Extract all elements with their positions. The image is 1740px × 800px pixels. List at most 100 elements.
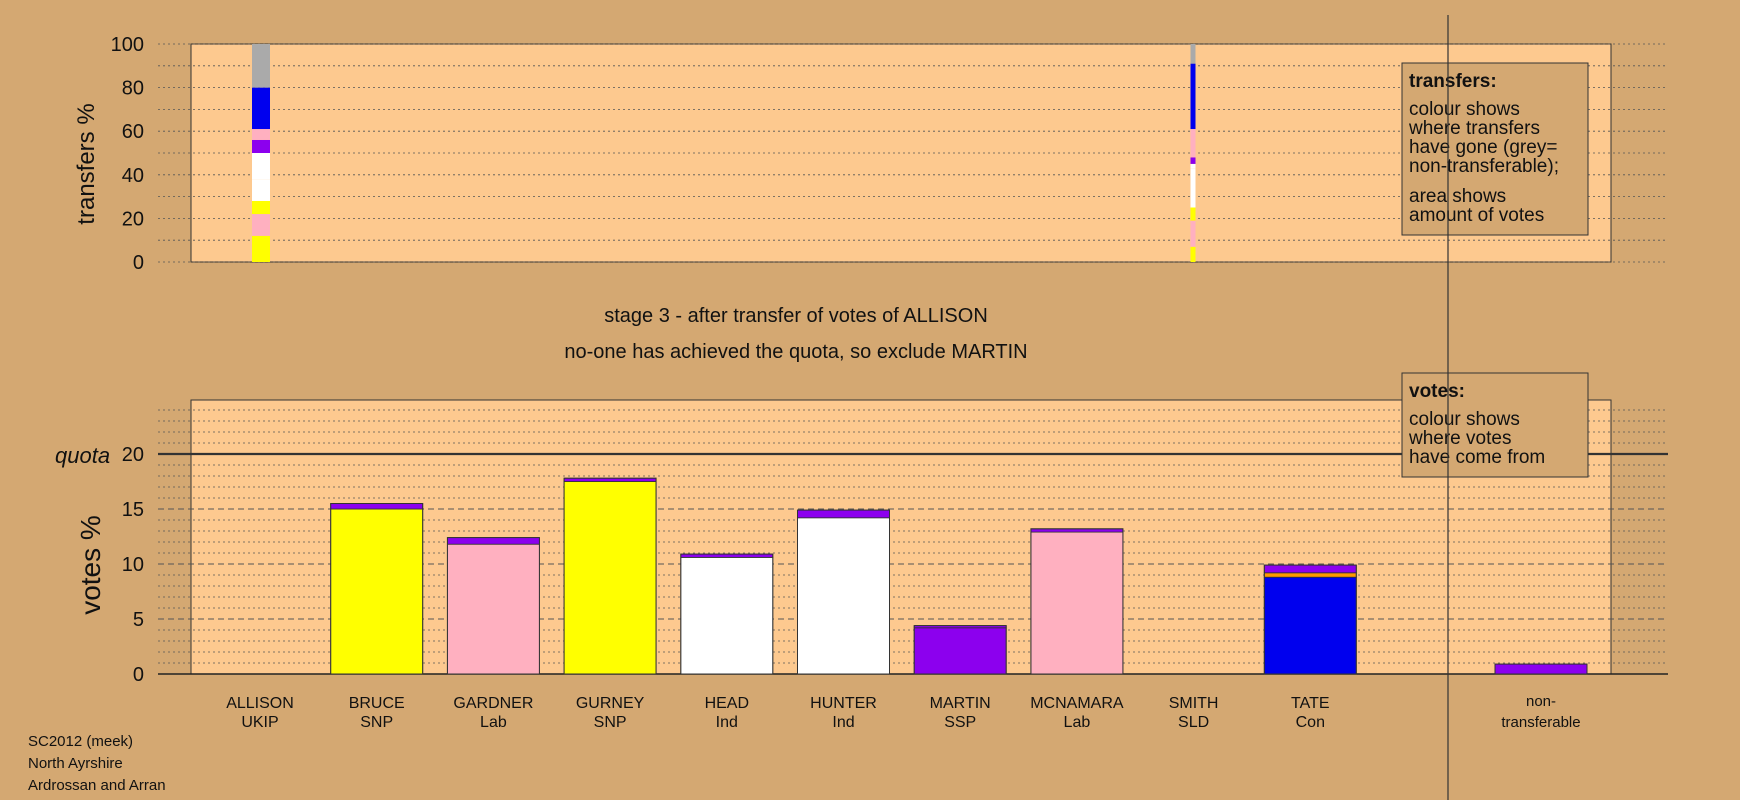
transfers-legend-heading: transfers: — [1409, 71, 1497, 92]
candidate-party: SSP — [944, 714, 976, 731]
votes-legend-box — [1401, 372, 1589, 478]
votes-bars — [330, 477, 1588, 675]
vote-bar-segment — [680, 557, 774, 675]
transfer-segment — [1190, 207, 1196, 221]
transfers-legend-box — [1401, 62, 1589, 236]
candidate-name: ALLISON — [226, 695, 294, 712]
candidate-labels: ALLISON UKIP BRUCE SNP GARDNER Lab GURNEY SNP HE… — [226, 693, 1580, 731]
vote-bar-segment — [446, 537, 540, 545]
candidate-party: Lab — [1064, 714, 1091, 731]
candidate-party: SNP — [594, 714, 627, 731]
candidate-party: UKIP — [241, 714, 278, 731]
vote-bar-outline — [1030, 528, 1124, 675]
transfers-y-ticks: 0 20 40 60 80 100 — [111, 34, 144, 274]
votes-tick-label: 10 — [122, 554, 144, 576]
vote-bar-outline — [913, 625, 1007, 675]
vote-bar-segment — [913, 627, 1007, 675]
transfers-legend-line: colour shows — [1409, 99, 1520, 120]
vote-bar-outline — [446, 537, 540, 675]
vote-bar-segment — [797, 509, 890, 519]
votes-tick-label: 15 — [122, 499, 144, 521]
transfers-columns — [252, 44, 1196, 262]
candidate-party: SLD — [1178, 714, 1209, 731]
nontransferable-label: transferable — [1501, 714, 1580, 731]
transfers-legend-line: non-transferable); — [1409, 156, 1559, 177]
transfers-panel: 0 20 40 60 80 100 transfers % — [73, 34, 1668, 274]
transfers-tick-label: 80 — [122, 78, 144, 100]
candidate-name: BRUCE — [349, 695, 405, 712]
transfer-segment — [1190, 220, 1196, 247]
transfers-tick-label: 20 — [122, 208, 144, 230]
transfers-gridlines — [158, 43, 1668, 263]
transfer-segment — [252, 214, 270, 236]
votes-y-axis-label: votes % — [75, 515, 106, 615]
quota-label: quota — [55, 443, 110, 468]
transfer-segment — [252, 129, 270, 140]
stage-title: stage 3 - after transfer of votes of ALL… — [604, 305, 988, 327]
nontransferable-label: non- — [1526, 693, 1556, 710]
vote-bar-outline — [1494, 663, 1588, 675]
vote-bar-segment — [1030, 531, 1124, 675]
votes-panel: 0 5 10 15 20 ALLISON UKIP BRUCE SNP GARDNER Lab GU… — [55, 399, 1668, 731]
votes-y-ticks: 0 5 10 15 20 — [122, 444, 144, 686]
candidate-name: HUNTER — [810, 695, 877, 712]
votes-legend-line: have come from — [1409, 447, 1545, 468]
votes-tick-label: 0 — [133, 664, 144, 686]
transfer-segment — [1190, 129, 1196, 158]
transfer-segment — [252, 139, 270, 153]
vote-bar-outline — [680, 553, 774, 675]
candidate-party: Ind — [716, 714, 738, 731]
transfer-segment — [252, 200, 270, 215]
transfers-tick-label: 100 — [111, 34, 144, 56]
transfer-segment — [252, 153, 270, 180]
transfer-segment — [1190, 44, 1196, 64]
votes-legend-line: where votes — [1408, 428, 1511, 449]
candidate-name: GARDNER — [453, 695, 533, 712]
votes-plot-background — [190, 399, 1612, 675]
footer-line: SC2012 (meek) — [28, 733, 133, 750]
votes-legend-line: colour shows — [1409, 409, 1520, 430]
vote-bar-segment — [1263, 564, 1357, 574]
candidate-party: Con — [1296, 714, 1325, 731]
candidate-party: SNP — [360, 714, 393, 731]
vote-bar-segment — [1494, 663, 1588, 675]
vote-bar-segment — [1263, 576, 1357, 675]
transfer-segment — [252, 179, 270, 201]
votes-legend: votes: colour shows where votes have com… — [1401, 372, 1589, 478]
transfer-segment — [1190, 163, 1196, 169]
vote-bar-segment — [1263, 572, 1357, 578]
votes-tick-label: 20 — [122, 444, 144, 466]
candidate-party: Ind — [832, 714, 854, 731]
stage-subtitle: no-one has achieved the quota, so exclud… — [564, 341, 1027, 363]
transfers-legend-line: amount of votes — [1409, 205, 1544, 226]
transfer-segment — [1190, 63, 1196, 130]
transfers-legend-line: area shows — [1409, 186, 1506, 207]
transfer-segment — [252, 235, 270, 262]
transfer-segment — [1190, 157, 1196, 164]
transfers-tick-label: 60 — [122, 121, 144, 143]
vote-bar-segment — [446, 543, 540, 675]
candidate-name: MCNAMARA — [1030, 695, 1124, 712]
transfers-legend-line: where transfers — [1408, 118, 1540, 139]
candidate-name: TATE — [1291, 695, 1330, 712]
votes-tick-label: 5 — [133, 609, 144, 631]
candidate-name: HEAD — [705, 695, 749, 712]
vote-bar-outline — [797, 509, 890, 675]
transfer-segment — [1190, 168, 1196, 208]
vote-bar-outline — [563, 477, 657, 675]
transfer-segment — [252, 44, 270, 88]
transfer-segment — [1190, 246, 1196, 262]
vote-bar-segment — [330, 508, 424, 675]
transfers-y-axis-label: transfers % — [73, 103, 100, 224]
footer-line: North Ayrshire — [28, 755, 123, 772]
vote-bar-segment — [563, 481, 657, 675]
transfers-legend: transfers: colour shows where transfers … — [1401, 62, 1589, 236]
vote-bar-segment — [330, 503, 424, 510]
transfers-legend-line: have gone (grey= — [1409, 137, 1557, 158]
candidate-name: GURNEY — [576, 695, 645, 712]
vote-bar-outline — [1263, 564, 1357, 675]
vote-bar-outline — [330, 503, 424, 675]
candidate-name: SMITH — [1169, 695, 1219, 712]
transfers-tick-label: 40 — [122, 165, 144, 187]
candidate-party: Lab — [480, 714, 507, 731]
